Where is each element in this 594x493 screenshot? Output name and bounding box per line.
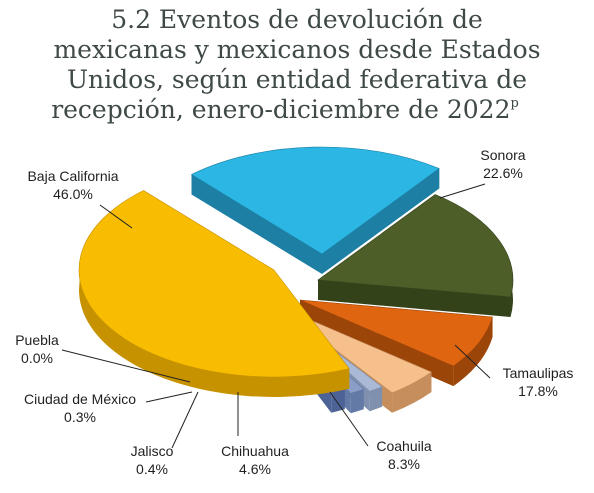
slice-coahuila (299, 299, 493, 387)
leader-puebla (61, 349, 191, 383)
slice-labels: Sonora 22.6% Tamaulipas 17.8% Coahuila 8.3% Ch… (15, 147, 573, 477)
slice-baja-california (78, 190, 350, 398)
slice-wall-b-tamaulipas (318, 280, 511, 317)
leader-ciudad-de-mexico (145, 391, 193, 403)
label-value-tamaulipas: 17.8% (518, 383, 558, 399)
slice-wall-b-coahuila (300, 300, 454, 387)
slice-top-coahuila (299, 299, 493, 367)
leader-sonora (439, 183, 486, 199)
slice-wall-a-sonora (191, 174, 322, 274)
title-line-2: mexicanas y mexicanos desde Estados (53, 35, 540, 64)
label-value-sonora: 22.6% (483, 165, 523, 181)
pie-slices (78, 146, 514, 414)
label-name-sonora: Sonora (480, 147, 525, 163)
slice-top-sonora (190, 146, 440, 255)
title-line-1: 5.2 Eventos de devolución de (111, 5, 483, 34)
leader-baja-california (99, 204, 133, 229)
slice-wall-b-sonora (322, 168, 440, 274)
slice-tamaulipas (317, 194, 514, 317)
pie-3d (78, 146, 514, 414)
chart-title: 5.2 Eventos de devolución de mexicanas y… (51, 5, 540, 124)
label-name-coahuila: Coahuila (376, 438, 431, 454)
label-value-coahuila: 8.3% (388, 456, 420, 472)
label-name-ciudad-de-mexico: Ciudad de México (24, 391, 136, 407)
label-name-baja-california: Baja California (27, 168, 118, 184)
label-name-puebla: Puebla (15, 332, 59, 348)
label-value-ciudad-de-mexico: 0.3% (64, 409, 96, 425)
slice-side-baja-california (78, 190, 350, 398)
label-value-chihuahua: 4.6% (239, 461, 271, 477)
leader-tamaulipas (454, 344, 491, 379)
title-line-4: recepción, enero-diciembre de 2022p (51, 95, 519, 124)
label-value-jalisco: 0.4% (136, 461, 168, 477)
label-name-chihuahua: Chihuahua (221, 443, 289, 459)
title-line-4-text: recepción, enero-diciembre de 2022 (51, 95, 510, 124)
label-name-jalisco: Jalisco (131, 443, 174, 459)
leader-jalisco (171, 391, 199, 449)
slice-side-coahuila (453, 316, 493, 387)
label-value-puebla: 0.0% (21, 350, 53, 366)
title-superscript: p (510, 96, 518, 111)
slice-top-baja-california (78, 190, 350, 378)
leader-coahuila (329, 391, 369, 447)
slice-sonora (190, 146, 440, 274)
title-line-3: Unidos, según entidad federativa de (67, 65, 527, 94)
slice-top-tamaulipas (317, 194, 514, 298)
leader-lines (61, 183, 491, 449)
label-name-tamaulipas: Tamaulipas (503, 365, 574, 381)
label-value-baja-california: 46.0% (53, 186, 93, 202)
